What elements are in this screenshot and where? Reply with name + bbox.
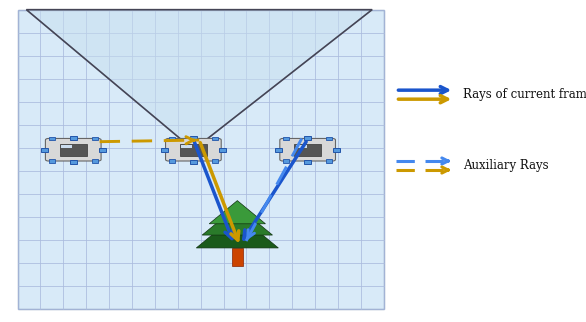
Bar <box>326 137 332 140</box>
FancyBboxPatch shape <box>45 138 101 161</box>
Bar <box>18 10 384 309</box>
Bar <box>190 136 197 140</box>
Bar <box>70 160 77 164</box>
Bar <box>212 159 218 163</box>
Polygon shape <box>209 201 265 224</box>
Bar <box>294 144 321 156</box>
Bar <box>180 144 207 156</box>
Bar <box>161 148 168 152</box>
Bar <box>91 159 97 163</box>
FancyBboxPatch shape <box>166 138 222 161</box>
Bar <box>49 159 55 163</box>
Bar <box>304 160 311 164</box>
Bar <box>219 148 226 152</box>
Bar <box>275 148 282 152</box>
Bar <box>212 137 218 140</box>
Bar <box>169 137 175 140</box>
Bar <box>284 159 289 163</box>
Bar <box>284 137 289 140</box>
Polygon shape <box>26 10 372 150</box>
Text: Rays of current frame: Rays of current frame <box>463 88 586 101</box>
Bar <box>182 145 192 148</box>
Bar <box>91 137 97 140</box>
Bar <box>190 160 197 164</box>
Polygon shape <box>196 214 278 248</box>
Bar <box>70 136 77 140</box>
Bar <box>99 148 106 152</box>
Text: Auxiliary Rays: Auxiliary Rays <box>463 159 548 172</box>
Bar <box>304 136 311 140</box>
Bar <box>169 159 175 163</box>
Polygon shape <box>202 206 272 235</box>
FancyBboxPatch shape <box>280 138 335 161</box>
Bar <box>49 137 55 140</box>
Bar <box>232 248 243 266</box>
Bar <box>40 148 47 152</box>
Bar <box>62 145 72 148</box>
Bar <box>296 145 306 148</box>
Bar <box>326 159 332 163</box>
Bar <box>333 148 340 152</box>
Bar <box>60 144 87 156</box>
